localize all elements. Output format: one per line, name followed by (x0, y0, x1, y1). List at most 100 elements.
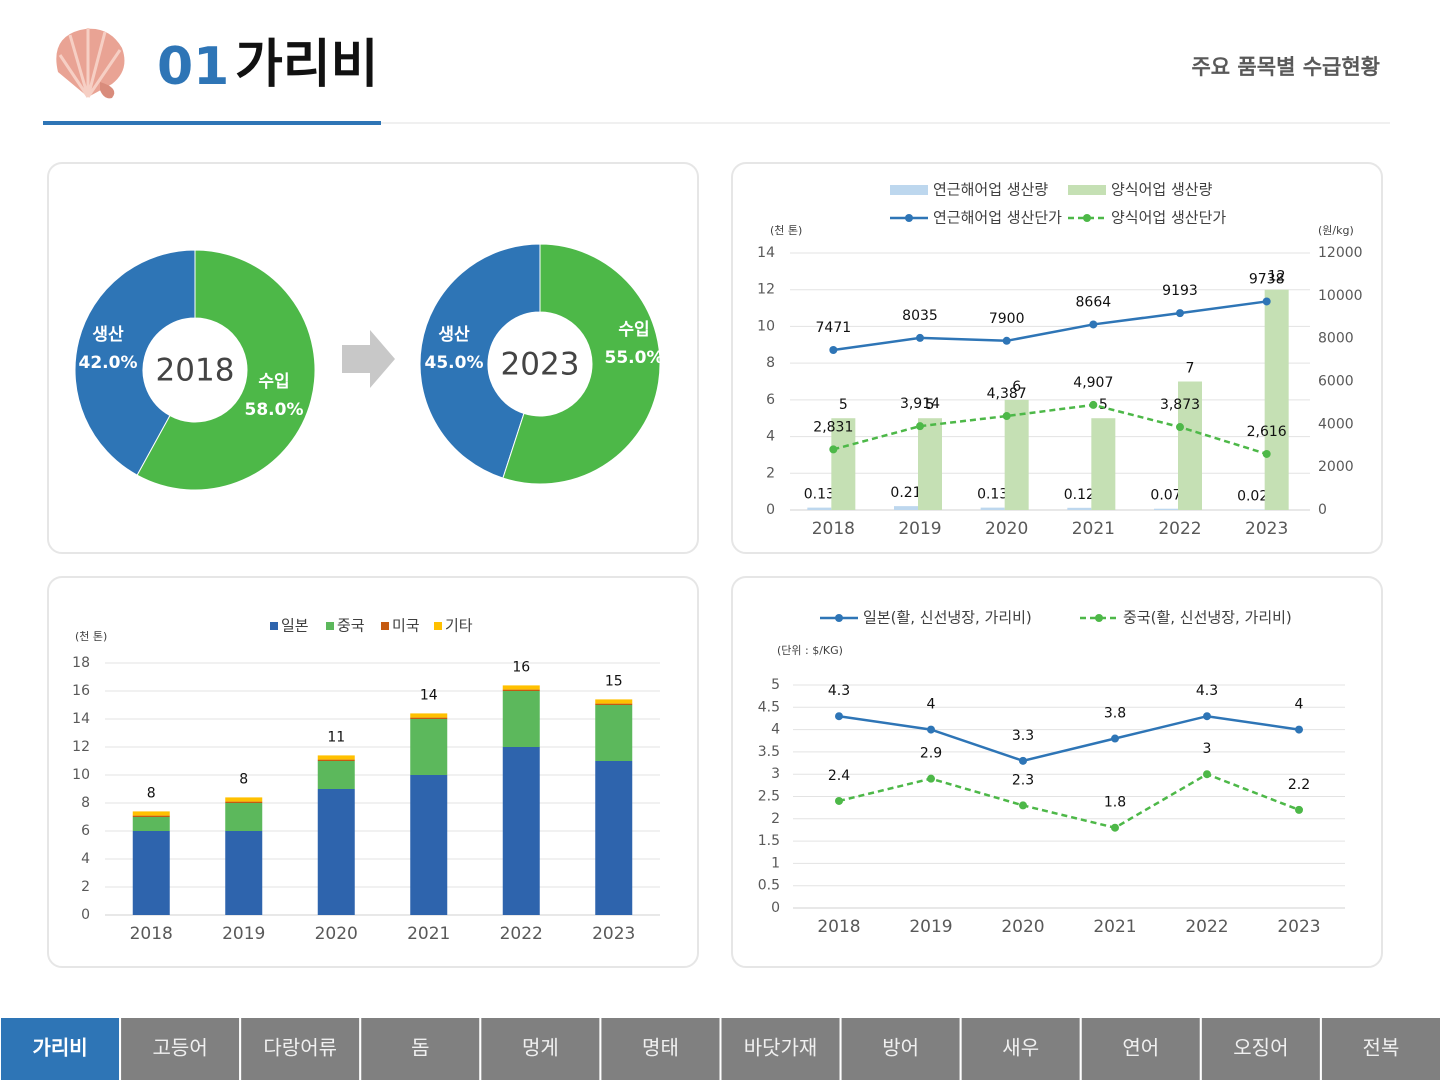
x-tick-label: 2020 (985, 519, 1028, 539)
bar-segment (317, 789, 355, 915)
tab[interactable] (1319, 1016, 1441, 1082)
total-label: 11 (327, 729, 345, 745)
tab-label[interactable]: 명태 (642, 1036, 679, 1060)
legend-label: 연근해어업 생산단가 (933, 209, 1062, 227)
legend-label: 기타 (445, 617, 473, 635)
x-tick-label: 2021 (1072, 519, 1115, 539)
point (1019, 756, 1027, 765)
y-tick-label: 8 (81, 795, 90, 811)
bar-segment (132, 815, 170, 817)
point (1002, 412, 1011, 421)
point (927, 774, 935, 783)
donut-segment (74, 249, 196, 476)
bar (918, 418, 942, 510)
legend-swatch (381, 622, 389, 630)
x-tick-label: 2020 (315, 924, 358, 944)
y-tick-label: 3 (771, 766, 780, 782)
segment-value: 58.0% (245, 400, 304, 420)
tab-label[interactable]: 연어 (1122, 1036, 1159, 1060)
tab-label[interactable]: 오징어 (1233, 1036, 1288, 1060)
bar-segment (225, 797, 263, 802)
y-tick-label: 2000 (1318, 459, 1354, 475)
tab[interactable] (239, 1016, 362, 1082)
x-tick-label: 2021 (1093, 917, 1136, 937)
y-tick-label: 8000 (1318, 331, 1354, 347)
total-label: 8 (147, 785, 156, 801)
tab[interactable] (0, 1016, 122, 1082)
y-tick-label: 0 (81, 907, 90, 923)
tab-label[interactable]: 새우 (1002, 1036, 1039, 1060)
bar-segment (410, 713, 448, 718)
tab-label[interactable]: 고등어 (153, 1036, 208, 1060)
data-label: 8035 (902, 308, 938, 324)
tab[interactable] (1079, 1016, 1202, 1082)
x-tick-label: 2020 (1001, 917, 1044, 937)
legend-swatch (835, 614, 843, 622)
tab[interactable] (359, 1016, 482, 1082)
point (1262, 449, 1271, 458)
bar-segment (410, 775, 448, 915)
legend-swatch (326, 622, 334, 630)
y-tick-label: 14 (72, 711, 90, 727)
y-tick-label: 12 (72, 739, 90, 755)
x-tick-label: 2019 (222, 924, 265, 944)
tab-label[interactable]: 돔 (411, 1036, 429, 1060)
total-label: 8 (239, 771, 248, 787)
bar-segment (317, 755, 355, 760)
bar-segment (502, 689, 540, 691)
bar (894, 506, 918, 510)
tab-label[interactable]: 방어 (882, 1036, 919, 1060)
segment-label: 수입 (258, 372, 289, 392)
y-tick-label: 4 (766, 429, 775, 445)
tab-label[interactable]: 다랑어류 (263, 1036, 337, 1060)
bar-segment (595, 705, 633, 761)
legend-label: 양식어업 생산량 (1111, 181, 1213, 199)
arrow (342, 330, 395, 388)
point (1019, 801, 1027, 810)
segment-label: 생산 (92, 325, 124, 345)
point (835, 796, 843, 805)
tab-label[interactable]: 멍게 (522, 1036, 559, 1060)
tab-label[interactable]: 전복 (1363, 1036, 1400, 1060)
y-tick-label: 2.5 (758, 789, 780, 805)
data-label: 4.3 (1196, 683, 1218, 699)
tab[interactable] (479, 1016, 602, 1082)
shell-icon (56, 28, 125, 99)
y-tick-label: 0 (1318, 502, 1327, 518)
data-label: 9193 (1162, 283, 1198, 299)
bar (831, 418, 856, 510)
data-label: 4 (927, 697, 936, 713)
point (927, 725, 935, 734)
tab-label[interactable]: 바닷가재 (744, 1036, 818, 1060)
tab-label[interactable]: 가리비 (32, 1036, 87, 1060)
data-label: 2.2 (1288, 777, 1310, 793)
axis-unit: (천 톤) (75, 629, 107, 643)
panel (731, 576, 1383, 968)
x-tick-label: 2022 (500, 924, 543, 944)
tab[interactable] (1199, 1016, 1322, 1082)
legend-label: 연근해어업 생산량 (933, 181, 1048, 199)
data-label: 7900 (989, 311, 1025, 327)
x-tick-label: 2018 (812, 519, 855, 539)
y-tick-label: 10 (72, 767, 90, 783)
bar (1091, 418, 1116, 510)
y-tick-label: 6 (81, 823, 90, 839)
bar-segment (132, 817, 170, 831)
segment-label: 생산 (438, 325, 470, 345)
bar (1178, 381, 1202, 510)
data-label: 0.13 (977, 487, 1008, 503)
data-label: 8664 (1076, 294, 1112, 310)
tab[interactable] (119, 1016, 242, 1082)
tab[interactable] (839, 1016, 962, 1082)
legend-swatch (1095, 614, 1103, 622)
bar-segment (502, 747, 540, 915)
y-tick-label: 1 (771, 855, 780, 871)
tab[interactable] (959, 1016, 1082, 1082)
x-tick-label: 2019 (909, 917, 952, 937)
bar (1264, 289, 1289, 510)
tab[interactable] (719, 1016, 842, 1082)
bar-segment (317, 759, 355, 761)
y-tick-label: 16 (72, 683, 90, 699)
y-tick-label: 0 (771, 900, 780, 916)
y-tick-label: 2 (766, 465, 775, 481)
